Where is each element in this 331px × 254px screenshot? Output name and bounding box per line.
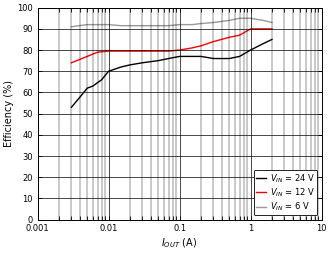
Legend: $V_{IN}$ = 24 V, $V_{IN}$ = 12 V, $V_{IN}$ = 6 V: $V_{IN}$ = 24 V, $V_{IN}$ = 12 V, $V_{IN… [254, 170, 317, 215]
Y-axis label: Efficiency (%): Efficiency (%) [4, 80, 14, 147]
X-axis label: $\mathit{I}_{OUT}$ (A): $\mathit{I}_{OUT}$ (A) [162, 236, 198, 250]
